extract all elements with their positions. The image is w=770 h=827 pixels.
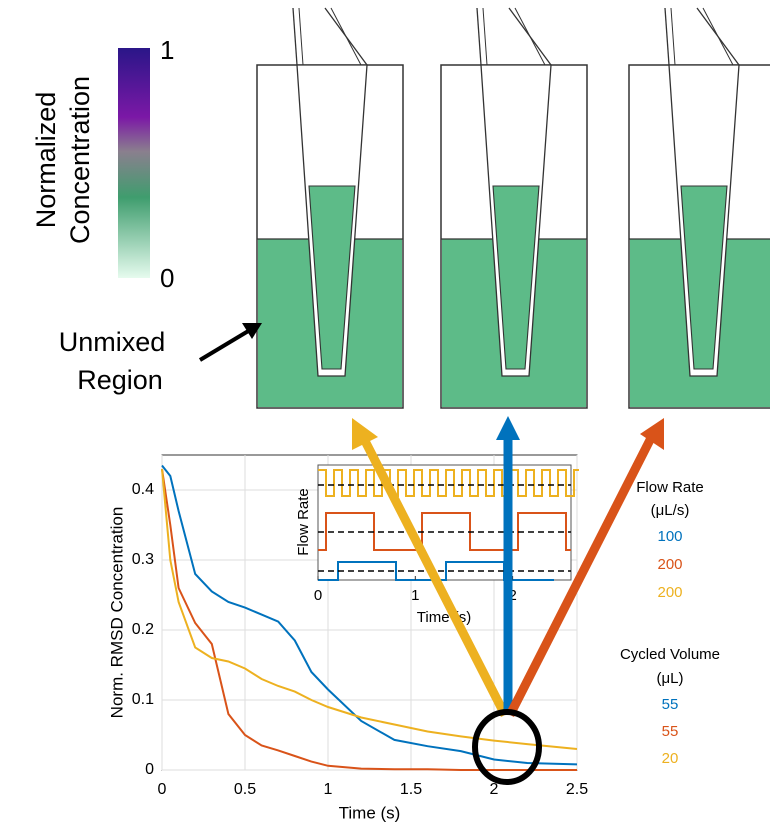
arrowhead [640, 418, 664, 450]
y-axis-label: Norm. RMSD Concentration [107, 507, 126, 719]
inset-y-label: Flow Rate [295, 488, 312, 556]
colorbar [118, 48, 150, 278]
inset-wave [318, 469, 579, 497]
legend: Flow Rate (μL/s) Cycled Volume (μL) 100 2… [620, 479, 720, 767]
legend-title: Cycled Volume [620, 646, 720, 663]
y-tick-label: 0 [145, 761, 154, 778]
legend-entry: 20 [662, 750, 679, 767]
legend-unit: (μL) [657, 670, 684, 687]
arrowhead [496, 416, 520, 440]
legend-unit: (μL/s) [651, 502, 690, 519]
legend-entry: 55 [662, 723, 679, 740]
legend-entry: 200 [657, 556, 682, 573]
y-tick-label: 0.3 [132, 551, 154, 568]
series-line [161, 468, 578, 750]
inset-x-tick-label: 2 [508, 587, 516, 604]
inset-x-tick-label: 0 [314, 587, 322, 604]
x-tick-label: 2 [490, 781, 499, 798]
annotation-arrow [198, 328, 252, 362]
well-diagram [628, 7, 770, 409]
x-tick-label: 1.5 [400, 781, 422, 798]
inset-x-tick-label: 1 [411, 587, 419, 604]
annotation: Region [77, 365, 163, 395]
colorbar-label: Concentration [65, 76, 95, 244]
legend-title: Flow Rate [636, 479, 704, 496]
arrowhead [352, 418, 378, 450]
series-line [161, 464, 578, 766]
inset-frame [317, 464, 572, 581]
colorbar-tick: 1 [160, 35, 174, 65]
x-tick-label: 0.5 [234, 781, 256, 798]
series-line [161, 468, 577, 771]
arrow [357, 432, 510, 718]
x-tick-label: 0 [158, 781, 167, 798]
legend-entry: 55 [662, 696, 679, 713]
well-diagram [440, 7, 588, 409]
legend-entry: 100 [657, 528, 682, 545]
y-tick-label: 0.4 [132, 481, 154, 498]
highlight-circle [472, 709, 542, 785]
x-axis-label: Time (s) [339, 803, 401, 822]
colorbar-label: Normalized [31, 92, 61, 229]
annotation: Unmixed [59, 327, 166, 357]
y-tick-label: 0.2 [132, 621, 154, 638]
x-tick-label: 1 [324, 781, 333, 798]
x-tick-label: 2.5 [566, 781, 588, 798]
y-tick-label: 0.1 [132, 691, 154, 708]
legend-entry: 200 [657, 584, 682, 601]
well-diagram [256, 7, 404, 409]
inset-wave [318, 512, 571, 551]
arrow [505, 433, 657, 718]
annotation-arrowhead [242, 323, 262, 339]
colorbar-tick: 0 [160, 263, 174, 293]
